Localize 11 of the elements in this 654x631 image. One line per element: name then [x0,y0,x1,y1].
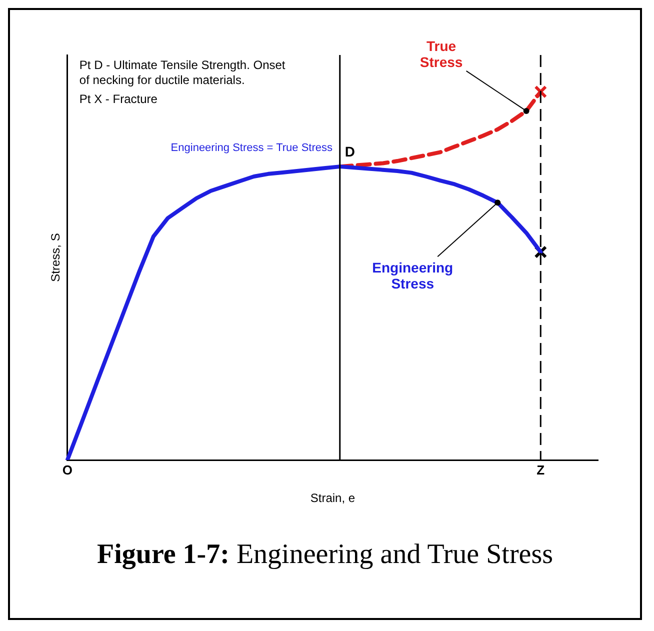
x-tick-label: O [62,462,72,478]
text: True Stress [420,38,463,70]
annotation: Engineering Stress = True Stress [170,142,334,154]
annotation: D [344,144,355,160]
x-tick-label: Z [536,462,545,478]
text: Pt D - Ultimate Tensile Strength. Onset of necking for ductile materials. [79,58,286,87]
x-axis-title: Strain, e [310,491,356,506]
text: Engineering Stress [372,260,454,292]
y-axis-title: Stress, S [48,233,63,282]
text: Figure 1-7: Engineering and True Stress [96,538,554,572]
annotation: Pt X - Fracture [79,92,158,106]
